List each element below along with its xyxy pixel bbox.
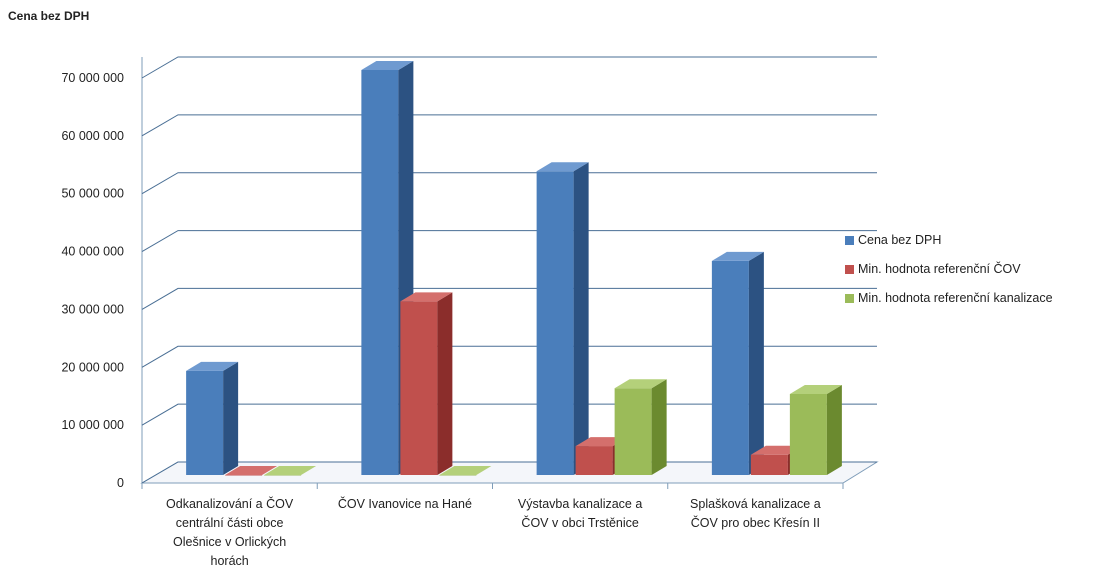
legend-item: Min. hodnota referenční kanalizace [845, 286, 1053, 310]
bar-front [536, 171, 574, 475]
x-tick-label-line: ČOV v obci Trstěnice [521, 515, 638, 530]
bar-side [748, 251, 764, 475]
gridline [141, 345, 877, 368]
y-tick-label: 60 000 000 [61, 129, 124, 143]
bar-front [614, 388, 652, 475]
bar-front [439, 475, 477, 476]
gridline [141, 56, 877, 79]
bar-front [225, 475, 263, 476]
x-tick-label-line: Splašková kanalizace a [690, 497, 821, 511]
y-tick-label: 30 000 000 [61, 302, 124, 316]
legend-item: Cena bez DPH [845, 228, 1053, 252]
legend-swatch [845, 264, 854, 274]
x-tick-label: Odkanalizování a ČOV centrální části obce… [166, 496, 294, 568]
y-tick-label: 50 000 000 [61, 187, 124, 201]
bar-top [400, 292, 453, 302]
bar-side [573, 162, 589, 475]
y-tick-label: 0 [117, 476, 124, 490]
legend: Cena bez DPH Min. hodnota referenční ČOV… [845, 228, 1053, 315]
bar-front [186, 370, 224, 475]
y-tick-label: 70 000 000 [61, 71, 124, 85]
x-tick-label-line: horách [211, 554, 249, 568]
bar-top [186, 361, 239, 371]
bar-top [711, 251, 764, 261]
x-tick-label: ČOV Ivanovice na Hané [338, 496, 472, 511]
legend-label: Min. hodnota referenční ČOV [858, 262, 1021, 276]
bar-front [575, 446, 613, 475]
bar-top [225, 466, 278, 475]
gridline [141, 230, 877, 253]
x-tick-label: Výstavba kanalizace a ČOV v obci Trstěnic… [518, 497, 642, 530]
x-tick-label-line: Výstavba kanalizace a [518, 497, 642, 511]
gridline [141, 403, 877, 426]
gridline [141, 114, 877, 137]
legend-label: Cena bez DPH [858, 233, 942, 247]
bar-top [789, 385, 842, 394]
legend-swatch [845, 235, 854, 245]
x-tick-label-line: Odkanalizování a ČOV [166, 496, 294, 511]
gridline [141, 172, 877, 195]
bar-front [400, 301, 438, 475]
bar-front [264, 475, 302, 476]
bar-side [223, 361, 239, 475]
x-tick-label-line: centrální části obce [176, 516, 284, 530]
bar-top [439, 466, 492, 475]
x-tick-label-line: Olešnice v Orlických [173, 535, 286, 549]
legend-item: Min. hodnota referenční ČOV [845, 257, 1053, 281]
bar-side [826, 385, 842, 475]
bar-side [651, 379, 667, 475]
bar-front [361, 70, 399, 475]
gridline [141, 287, 877, 310]
bar-side [437, 292, 453, 475]
x-tick-label-line: ČOV pro obec Křesín II [691, 515, 820, 530]
bar-top [614, 379, 667, 389]
bar-top [361, 61, 414, 70]
bar-top [536, 162, 589, 172]
bar-top [264, 466, 317, 475]
legend-swatch [845, 293, 854, 303]
y-tick-label: 40 000 000 [61, 245, 124, 259]
bar-front [711, 260, 749, 475]
x-tick-label: Splašková kanalizace a ČOV pro obec Křesí… [690, 497, 821, 530]
x-tick-label-line: ČOV Ivanovice na Hané [338, 496, 472, 511]
bar-front [750, 454, 788, 475]
y-tick-label: 10 000 000 [61, 418, 124, 432]
legend-label: Min. hodnota referenční kanalizace [858, 291, 1053, 305]
chart-title: Cena bez DPH [8, 9, 90, 23]
y-tick-label: 20 000 000 [61, 360, 124, 374]
bar-front [789, 394, 827, 475]
